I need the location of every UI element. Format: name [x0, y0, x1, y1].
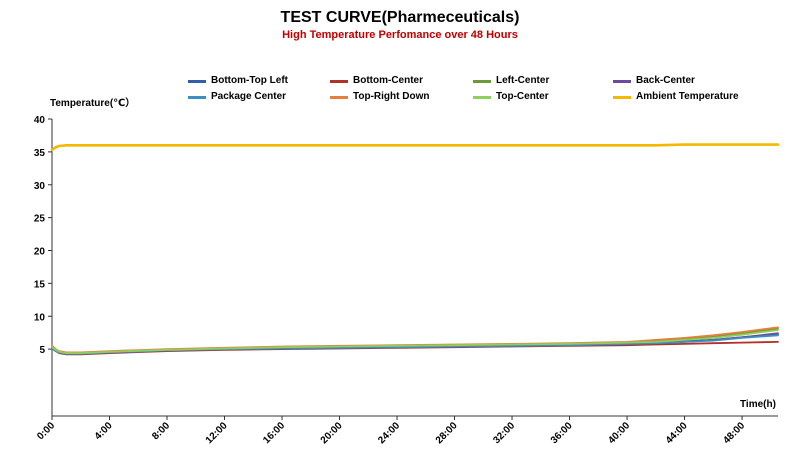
legend-label: Ambient Temperature [636, 91, 739, 102]
chart-title: TEST CURVE(Pharmeceuticals) [280, 9, 520, 26]
series-line [51, 329, 779, 355]
x-tick-label: 24:00 [376, 420, 402, 446]
y-tick-label: 20 [34, 247, 46, 258]
legend: Bottom-Top Left Bottom-Center Left-Center B… [0, 74, 800, 106]
chart-subtitle: High Temperature Perfomance over 48 Hour… [282, 29, 518, 41]
series-line [50, 143, 780, 152]
legend-label: Package Center [211, 91, 287, 102]
legend-label: Back-Center [636, 75, 695, 86]
legend-swatch [188, 96, 206, 99]
x-tick-label: 4:00 [93, 420, 115, 442]
x-tick-label: 44:00 [664, 420, 690, 446]
legend-label: Left-Center [496, 75, 550, 86]
legend-label: Bottom-Center [353, 75, 423, 86]
x-axis-label: Time(h) [740, 399, 776, 410]
legend-label: Bottom-Top Left [211, 75, 289, 86]
y-tick-label: 30 [34, 181, 46, 192]
x-tick-label: 12:00 [204, 420, 230, 446]
legend-swatch [330, 80, 348, 83]
y-tick-label: 10 [34, 312, 46, 323]
x-tick-label: 48:00 [721, 420, 747, 446]
legend-swatch [613, 96, 631, 99]
y-tick-label: 40 [34, 115, 46, 126]
y-tick-label: 15 [34, 279, 46, 290]
legend-swatch [613, 80, 631, 83]
y-tick-label: 35 [34, 148, 46, 159]
legend-label: Top-Center [496, 91, 549, 102]
y-axis-label: Temperature(℃） [50, 98, 136, 109]
x-tick-label: 8:00 [150, 420, 172, 442]
x-tick-label: 32:00 [491, 420, 517, 446]
x-tick-label: 36:00 [549, 420, 575, 446]
x-tick-label: 20:00 [319, 420, 345, 446]
x-tick-label: 16:00 [261, 420, 287, 446]
legend-swatch [188, 80, 206, 83]
series-line [51, 340, 779, 356]
x-tick-label: 40:00 [606, 420, 632, 446]
legend-swatch [473, 80, 491, 83]
legend-label: Top-Right Down [353, 91, 430, 102]
legend-swatch [330, 96, 348, 99]
x-tick-label: 28:00 [434, 420, 460, 446]
legend-swatch [473, 96, 491, 99]
y-tick-label: 5 [39, 345, 45, 356]
x-tick-label: 0:00 [35, 420, 57, 442]
y-tick-label: 25 [34, 214, 46, 225]
